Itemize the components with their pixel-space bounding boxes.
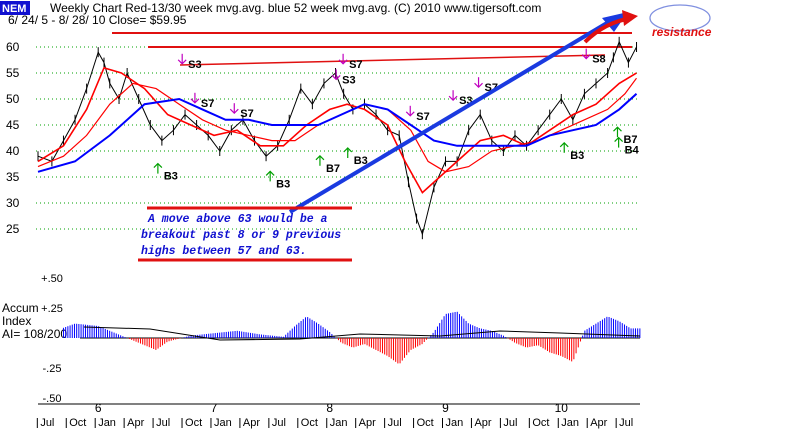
note-line-1: A move above 63 would be a [147, 213, 328, 226]
price-tick-label: 35 [6, 170, 20, 184]
price-y-ticks: 25 30 35 40 45 50 55 60 [6, 40, 20, 236]
note-line-2: breakout past 8 or 9 previous [141, 229, 341, 242]
price-series [37, 36, 638, 240]
year-label: 9 [442, 401, 449, 415]
signal-label: B7 [623, 134, 637, 146]
month-label: Jul [272, 417, 286, 429]
signal-arrowhead [613, 126, 622, 132]
resistance-ellipse [649, 4, 711, 32]
year-label: 10 [555, 401, 569, 415]
price-series-line [37, 93, 638, 173]
accum-label-3: AI= 108/200 [2, 327, 67, 341]
signal-arrowhead [559, 141, 569, 148]
accum-label-1: Accum [2, 301, 39, 315]
signal-label: B4 [625, 145, 640, 157]
price-series-line [37, 66, 637, 194]
signal-arrowhead [190, 98, 200, 104]
signal-arrowhead [338, 59, 348, 65]
accum-tick-label: -.25 [43, 363, 62, 375]
accum-tick-label: +.25 [41, 303, 63, 315]
month-label: Jul [503, 417, 517, 429]
month-label: Jul [40, 417, 54, 429]
year-label: 7 [211, 401, 218, 415]
month-label: Oct [185, 417, 202, 429]
ticker-symbol: NEM [2, 3, 26, 15]
signal-label: S7 [201, 98, 214, 110]
resistance-line-lower [179, 54, 606, 66]
price-grid [36, 46, 640, 230]
signal-arrowhead [614, 136, 624, 143]
month-label: Oct [417, 417, 434, 429]
x-axis: 6 7 8 9 10 Jul Oct Jan Apr Jul Oct Jan Apr Jul Oct Jan A… [36, 401, 640, 429]
signal-label: S7 [416, 111, 429, 123]
signal-arrowhead [474, 82, 483, 89]
signal-label: S7 [349, 59, 362, 71]
price-tick-label: 55 [6, 66, 20, 80]
month-label: Oct [532, 417, 549, 429]
price-series-line [37, 77, 637, 173]
month-label: Jul [619, 417, 633, 429]
month-label: Jan [98, 417, 116, 429]
month-label: Apr [474, 417, 491, 429]
month-label: Jan [561, 417, 579, 429]
accum-tick-label: -.50 [43, 393, 62, 405]
ticker-badge [0, 1, 30, 15]
accum-label-2: Index [2, 314, 31, 328]
price-tick-label: 30 [6, 196, 20, 210]
accum-tick-label: +.50 [41, 273, 63, 285]
signal-label: B3 [276, 178, 290, 190]
signal-arrowhead [265, 170, 275, 176]
price-tick-label: 25 [6, 222, 20, 236]
month-label: Apr [243, 417, 260, 429]
signal-label: B7 [326, 163, 340, 175]
price-tick-label: 45 [6, 118, 20, 132]
signal-label: B3 [570, 150, 584, 162]
accum-bars [62, 311, 641, 364]
accum-moving-average [83, 326, 641, 341]
chart-title: Weekly Chart Red-13/30 week mvg.avg. blu… [50, 1, 541, 15]
signal-label: S7 [240, 108, 253, 120]
breakout-trend-arrow [288, 18, 614, 214]
signal-label: B3 [164, 171, 178, 183]
signal-label: S8 [592, 54, 605, 66]
month-label: Jan [214, 417, 232, 429]
resistance-label: resistance [652, 25, 712, 39]
accum-y-ticks: -.50 -.25 +.25 +.50 [41, 273, 63, 405]
signal-arrowhead [153, 162, 163, 169]
month-label: Oct [301, 417, 318, 429]
signal-label: S3 [188, 59, 201, 71]
month-label: Jul [156, 417, 170, 429]
signal-arrowhead [229, 108, 239, 115]
signal-arrowhead [331, 74, 341, 81]
month-label: Apr [127, 417, 144, 429]
year-label: 8 [326, 401, 333, 415]
signal-label: B3 [354, 155, 368, 167]
signal-arrowhead [448, 95, 458, 102]
signal-arrowhead [581, 54, 591, 60]
month-label: Apr [359, 417, 376, 429]
signal-arrowhead [177, 59, 187, 65]
year-label: 6 [95, 401, 102, 415]
signal-arrowhead [315, 154, 325, 161]
red-curve-arrow-head [622, 10, 638, 26]
month-label: Oct [69, 417, 86, 429]
price-tick-label: 60 [6, 40, 20, 54]
month-label: Jan [446, 417, 464, 429]
month-label: Jul [388, 417, 402, 429]
price-tick-label: 40 [6, 144, 20, 158]
signal-arrowhead [405, 111, 415, 117]
signal-arrowhead [343, 147, 353, 153]
signal-label: S3 [342, 74, 355, 86]
chart-subtitle: 6/ 24/ 5 - 8/ 28/ 10 Close= $59.95 [8, 13, 187, 27]
note-line-3: highs between 57 and 63. [141, 245, 307, 258]
month-label: Jan [330, 417, 348, 429]
price-series-line [37, 40, 637, 236]
price-tick-label: 50 [6, 92, 20, 106]
month-label: Apr [590, 417, 607, 429]
